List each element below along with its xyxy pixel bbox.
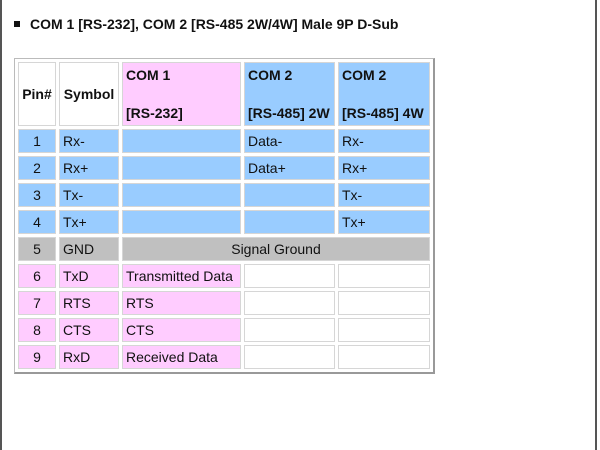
com1-cell: Received Data	[122, 345, 241, 369]
com2-4w-cell	[338, 264, 430, 288]
pin-cell: 9	[18, 345, 56, 369]
window-border-left	[0, 0, 2, 450]
com2-2w-cell	[244, 345, 335, 369]
symbol-cell: RxD	[59, 345, 119, 369]
header-com2-2w-line1: COM 2	[248, 67, 293, 83]
heading-text: COM 1 [RS-232], COM 2 [RS-485 2W/4W] Mal…	[30, 16, 399, 32]
symbol-cell: Tx-	[59, 183, 119, 207]
symbol-cell: Rx+	[59, 156, 119, 180]
com2-2w-cell	[244, 210, 335, 234]
table-row: 1 Rx- Data- Rx-	[18, 129, 430, 153]
symbol-cell: TxD	[59, 264, 119, 288]
header-com2-2w: COM 2 [RS-485] 2W	[244, 62, 335, 126]
header-com1: COM 1 [RS-232]	[122, 62, 241, 126]
com2-4w-cell	[338, 345, 430, 369]
header-pin: Pin#	[18, 62, 56, 126]
pin-cell: 3	[18, 183, 56, 207]
com1-cell	[122, 129, 241, 153]
pin-cell: 6	[18, 264, 56, 288]
table-row: 7 RTS RTS	[18, 291, 430, 315]
com2-2w-cell: Data+	[244, 156, 335, 180]
com2-4w-cell: Tx-	[338, 183, 430, 207]
symbol-cell: GND	[59, 237, 119, 261]
com1-cell: Transmitted Data	[122, 264, 241, 288]
header-symbol: Symbol	[59, 62, 119, 126]
header-com1-line2: [RS-232]	[126, 105, 183, 121]
com1-cell	[122, 183, 241, 207]
com1-cell	[122, 156, 241, 180]
pin-cell: 2	[18, 156, 56, 180]
com2-4w-cell: Rx+	[338, 156, 430, 180]
pin-assignment-table: Pin# Symbol COM 1 [RS-232] COM 2 [RS-485] …	[14, 58, 435, 374]
section-heading: COM 1 [RS-232], COM 2 [RS-485 2W/4W] Mal…	[14, 16, 398, 32]
header-com2-4w: COM 2 [RS-485] 4W	[338, 62, 430, 126]
header-com2-4w-line1: COM 2	[342, 67, 387, 83]
pin-cell: 1	[18, 129, 56, 153]
table-row: 9 RxD Received Data	[18, 345, 430, 369]
com2-2w-cell	[244, 318, 335, 342]
symbol-cell: Tx+	[59, 210, 119, 234]
merged-description-cell: Signal Ground	[122, 237, 430, 261]
pin-cell: 8	[18, 318, 56, 342]
header-com2-2w-line2: [RS-485] 2W	[248, 105, 330, 121]
pin-cell: 7	[18, 291, 56, 315]
com2-4w-cell: Tx+	[338, 210, 430, 234]
pin-cell: 5	[18, 237, 56, 261]
com2-2w-cell	[244, 264, 335, 288]
pin-cell: 4	[18, 210, 56, 234]
symbol-cell: Rx-	[59, 129, 119, 153]
com1-cell: CTS	[122, 318, 241, 342]
com2-4w-cell	[338, 318, 430, 342]
com2-2w-cell	[244, 183, 335, 207]
table-row: 6 TxD Transmitted Data	[18, 264, 430, 288]
com1-cell	[122, 210, 241, 234]
symbol-cell: CTS	[59, 318, 119, 342]
window-border-right	[595, 0, 597, 450]
square-bullet-icon	[14, 21, 20, 28]
table-row: 2 Rx+ Data+ Rx+	[18, 156, 430, 180]
com2-2w-cell: Data-	[244, 129, 335, 153]
table-row: 8 CTS CTS	[18, 318, 430, 342]
com2-4w-cell	[338, 291, 430, 315]
table-row: 5 GND Signal Ground	[18, 237, 430, 261]
com2-4w-cell: Rx-	[338, 129, 430, 153]
table-row: 3 Tx- Tx-	[18, 183, 430, 207]
com2-2w-cell	[244, 291, 335, 315]
header-com2-4w-line2: [RS-485] 4W	[342, 105, 424, 121]
table-row: 4 Tx+ Tx+	[18, 210, 430, 234]
header-com1-line1: COM 1	[126, 67, 171, 83]
symbol-cell: RTS	[59, 291, 119, 315]
table-header-row: Pin# Symbol COM 1 [RS-232] COM 2 [RS-485] …	[18, 62, 430, 126]
com1-cell: RTS	[122, 291, 241, 315]
